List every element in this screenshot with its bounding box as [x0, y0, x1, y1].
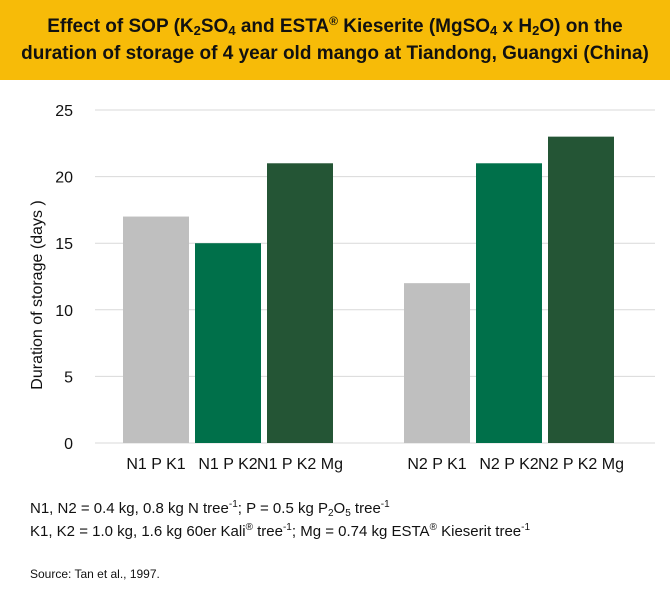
x-tick-label: N2 P K2 Mg — [538, 456, 624, 473]
bar — [267, 163, 333, 443]
x-tick-label: N2 P K1 — [407, 456, 466, 473]
bar — [476, 163, 542, 443]
bars — [123, 136, 614, 443]
footnotes: N1, N2 = 0.4 kg, 0.8 kg N tree-1; P = 0.… — [30, 497, 530, 543]
bar — [404, 283, 470, 443]
bar — [548, 136, 614, 443]
y-tick-label: 10 — [55, 303, 73, 320]
source-note: Source: Tan et al., 1997. — [30, 567, 160, 581]
x-tick-label: N1 P K1 — [126, 456, 185, 473]
y-tick-label: 15 — [55, 236, 73, 253]
chart-title-line-2: duration of storage of 4 year old mango … — [21, 43, 649, 64]
footnote-line-2: K1, K2 = 1.0 kg, 1.6 kg 60er Kali® tree-… — [30, 522, 531, 541]
y-axis-label: Duration of storage (days ) — [29, 200, 46, 389]
x-tick-label: N1 P K2 — [198, 456, 257, 473]
y-tick-label: 20 — [55, 170, 73, 187]
x-tick-label: N2 P K2 — [479, 456, 538, 473]
x-tick-labels: N1 P K1 N1 P K2 N1 P K2 Mg N2 P K1 N2 P K2 N2… — [126, 456, 624, 473]
title-banner: Effect of SOP (K2SO4 and ESTA® Kieserite… — [0, 0, 670, 80]
y-tick-label: 0 — [64, 436, 73, 453]
x-tick-label: N1 P K2 Mg — [257, 456, 343, 473]
y-tick-label: 25 — [55, 103, 73, 120]
y-tick-labels: 0 5 10 15 20 25 — [55, 103, 73, 453]
chart-title-line-1: Effect of SOP (K2SO4 and ESTA® Kieserite… — [47, 14, 623, 38]
bar — [195, 243, 261, 443]
footnote-line-1: N1, N2 = 0.4 kg, 0.8 kg N tree-1; P = 0.… — [30, 499, 390, 519]
bar — [123, 216, 189, 443]
bar-chart: 0 5 10 15 20 25 N1 P K1 N1 P K2 N1 P K2 Mg N2 P … — [29, 103, 655, 473]
y-tick-label: 5 — [64, 369, 73, 386]
